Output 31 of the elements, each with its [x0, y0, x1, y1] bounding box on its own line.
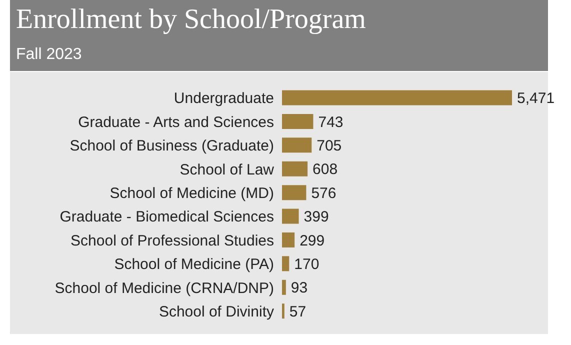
- y-tick-label: Graduate - Biomedical Sciences: [60, 208, 274, 226]
- data-label: 608: [312, 161, 338, 178]
- data-label: 5,471: [517, 90, 555, 108]
- bar: [282, 114, 314, 129]
- y-tick-label: School of Medicine (MD): [110, 184, 274, 202]
- data-label: 299: [300, 232, 325, 250]
- bar: [282, 138, 312, 153]
- bar: [282, 232, 295, 248]
- y-tick-label: School of Medicine (CRNA/DNP): [54, 280, 274, 297]
- data-label: 399: [304, 208, 329, 226]
- data-label: 93: [290, 280, 308, 297]
- bar: [282, 280, 286, 295]
- bar: [282, 256, 290, 272]
- bar: [282, 208, 299, 224]
- data-label: 576: [311, 184, 336, 202]
- data-label: 743: [318, 114, 344, 131]
- y-tick-label: School of Professional Studies: [70, 232, 274, 250]
- bar: [282, 90, 512, 106]
- data-label: 705: [316, 137, 342, 154]
- data-label: 57: [289, 303, 306, 320]
- data-label: 170: [294, 256, 320, 273]
- text: Fall 2023: [16, 46, 82, 64]
- y-tick-label: Undergraduate: [174, 90, 274, 108]
- bar: [282, 185, 306, 200]
- y-tick-label: School of Business (Graduate): [70, 138, 274, 155]
- y-tick-label: Graduate - Arts and Sciences: [78, 114, 274, 131]
- y-tick-label: School of Divinity: [158, 303, 274, 320]
- chart-title: Enrollment by School/Program: [16, 4, 366, 36]
- y-tick-label: School of Law: [180, 161, 274, 178]
- bar: [282, 161, 308, 176]
- y-tick-label: School of Medicine (PA): [114, 256, 274, 274]
